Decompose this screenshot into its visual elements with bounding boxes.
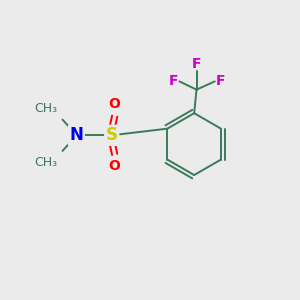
Text: N: N xyxy=(70,126,83,144)
Text: O: O xyxy=(109,97,121,111)
Text: O: O xyxy=(109,159,121,173)
Text: F: F xyxy=(169,74,178,88)
Text: CH₃: CH₃ xyxy=(35,156,58,169)
Text: CH₃: CH₃ xyxy=(35,102,58,115)
Text: S: S xyxy=(106,126,118,144)
Text: F: F xyxy=(216,74,226,88)
Text: F: F xyxy=(192,57,201,71)
